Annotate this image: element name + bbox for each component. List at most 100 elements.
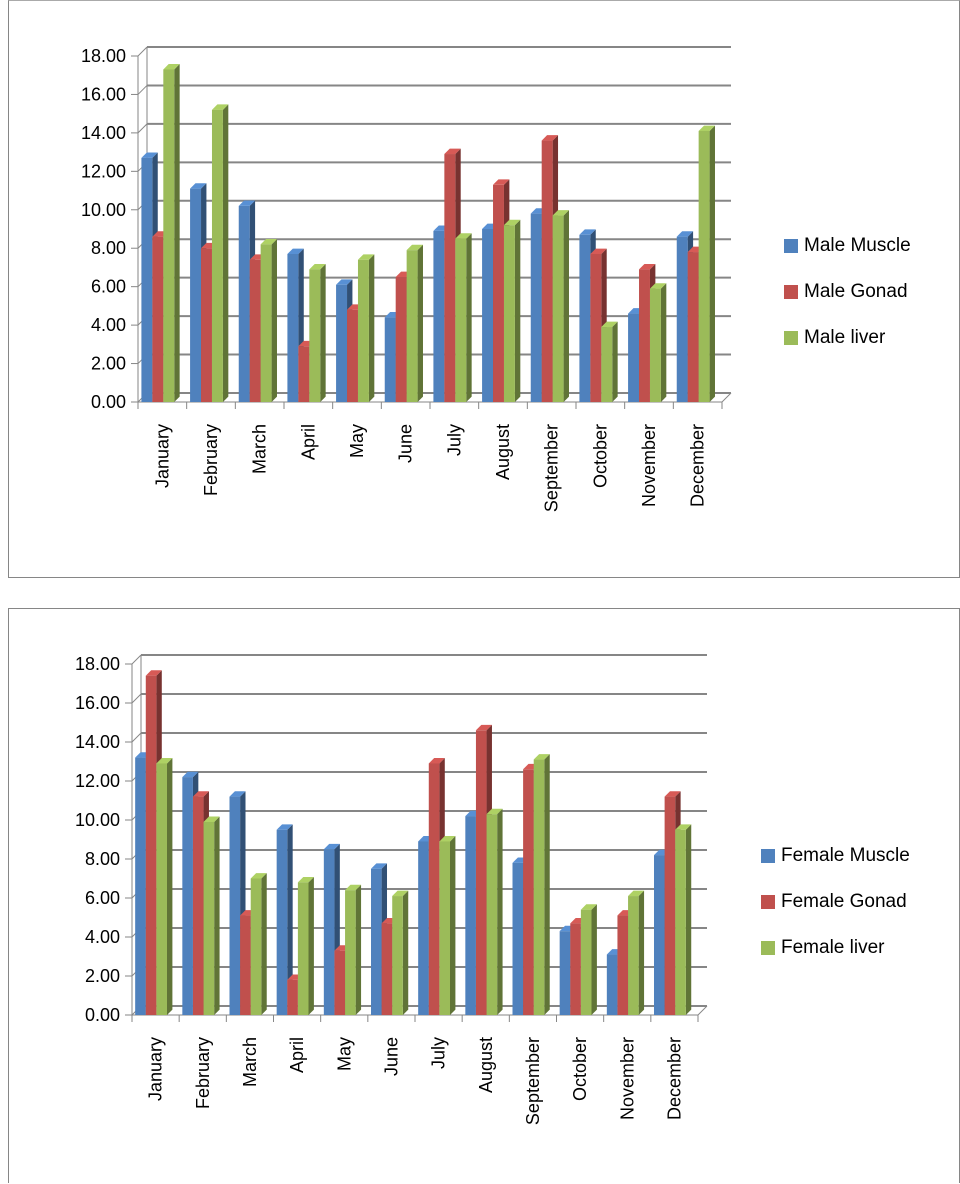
bar-front xyxy=(135,757,146,1015)
bar-side xyxy=(563,210,569,402)
bar-top xyxy=(675,824,692,830)
x-category-label: October xyxy=(570,1037,590,1101)
bar-top xyxy=(503,219,521,226)
bar-side xyxy=(638,890,645,1015)
bar-front xyxy=(639,269,650,402)
bar-side xyxy=(308,877,314,1015)
bar-front xyxy=(649,288,661,402)
bar-front xyxy=(145,675,157,1015)
y-tick-label: 18.00 xyxy=(81,46,126,66)
y-tick-label: 10.00 xyxy=(75,810,120,830)
bar-front xyxy=(357,259,369,402)
bar-top xyxy=(163,64,180,70)
bar xyxy=(276,824,293,1015)
bar-front xyxy=(493,184,504,402)
bar-front xyxy=(156,763,168,1015)
bar-front xyxy=(229,796,241,1015)
bar-front xyxy=(298,346,310,402)
y-tick-label: 4.00 xyxy=(85,927,120,947)
bar-top xyxy=(649,283,667,289)
bar-side xyxy=(402,890,409,1015)
bar-side xyxy=(466,233,472,402)
bar-top xyxy=(444,148,461,155)
bar-front xyxy=(530,213,542,402)
y-tick-label: 2.00 xyxy=(91,354,126,374)
bar-front xyxy=(347,309,358,402)
x-category-label: August xyxy=(476,1037,496,1093)
bar-front xyxy=(395,277,407,402)
bar xyxy=(297,877,314,1015)
bar-top xyxy=(141,152,158,158)
bar-top xyxy=(370,863,388,869)
x-category-label: December xyxy=(664,1037,684,1120)
bar-top xyxy=(192,791,209,797)
bar-side xyxy=(368,254,375,402)
bar-top xyxy=(698,125,715,131)
bar xyxy=(698,125,715,403)
bar-side xyxy=(355,884,362,1015)
bar xyxy=(357,254,375,402)
bar-top xyxy=(145,670,162,676)
bar-front xyxy=(370,868,382,1015)
legend-swatch xyxy=(761,895,775,909)
bar-front xyxy=(276,829,288,1015)
bar-top xyxy=(297,877,314,883)
bar-front xyxy=(250,878,262,1015)
legend-swatch xyxy=(784,285,798,299)
bar-front xyxy=(141,157,153,402)
bar-front xyxy=(628,896,639,1015)
x-category-label: February xyxy=(193,1037,213,1109)
bar-top xyxy=(664,791,681,797)
bar-front xyxy=(541,140,553,403)
bar-front xyxy=(601,327,613,402)
legend-label: Male Muscle xyxy=(804,235,911,256)
bar-front xyxy=(238,205,250,402)
chart-male: 0.00 2.00 4.00 6.00 8.00 10.00 12.00 14.00 16.00… xyxy=(8,0,960,578)
bar-front xyxy=(486,814,498,1015)
legend: Female Muscle Female Gonad Female liver xyxy=(761,845,910,958)
bar-side xyxy=(660,283,667,402)
x-category-label: March xyxy=(250,424,270,474)
bar-top xyxy=(533,754,550,760)
bar-side xyxy=(320,263,326,402)
x-category-label: December xyxy=(688,424,708,507)
x-category-label: January xyxy=(146,1037,166,1101)
bar-side xyxy=(417,244,423,402)
bar-top xyxy=(552,210,569,216)
bar-side xyxy=(544,754,550,1015)
y-tick-label: 16.00 xyxy=(81,84,126,104)
bar-front xyxy=(444,154,456,402)
bar-top xyxy=(541,135,559,141)
x-category-label: April xyxy=(287,1037,307,1073)
bar-side xyxy=(612,321,618,402)
bar-front xyxy=(334,950,346,1015)
bar xyxy=(260,238,277,402)
x-category-label: August xyxy=(493,424,513,480)
bar-front xyxy=(617,915,629,1015)
legend-label: Male liver xyxy=(804,327,886,348)
bar-front xyxy=(152,236,164,402)
bar-front xyxy=(533,759,545,1015)
bar-front xyxy=(433,230,445,402)
legend: Male Muscle Male Gonad Male liver xyxy=(784,235,911,348)
bar-top xyxy=(323,843,340,850)
bar-front xyxy=(287,979,298,1015)
bar-top xyxy=(406,244,423,251)
x-category-label: October xyxy=(590,424,610,488)
bar-front xyxy=(664,796,676,1015)
bar-front xyxy=(240,915,251,1015)
bar xyxy=(455,233,472,402)
bar xyxy=(309,263,326,402)
y-tick-label: 2.00 xyxy=(85,966,120,986)
bar xyxy=(163,64,180,403)
bar xyxy=(628,890,645,1015)
gridline-side xyxy=(131,693,142,704)
bar-front xyxy=(297,882,309,1015)
bar-front xyxy=(201,248,212,402)
bar xyxy=(439,836,456,1015)
x-category-label: January xyxy=(152,424,172,488)
bar-front xyxy=(676,236,688,402)
bar xyxy=(601,321,618,402)
bar-front xyxy=(203,821,215,1015)
bar-top xyxy=(486,808,503,815)
